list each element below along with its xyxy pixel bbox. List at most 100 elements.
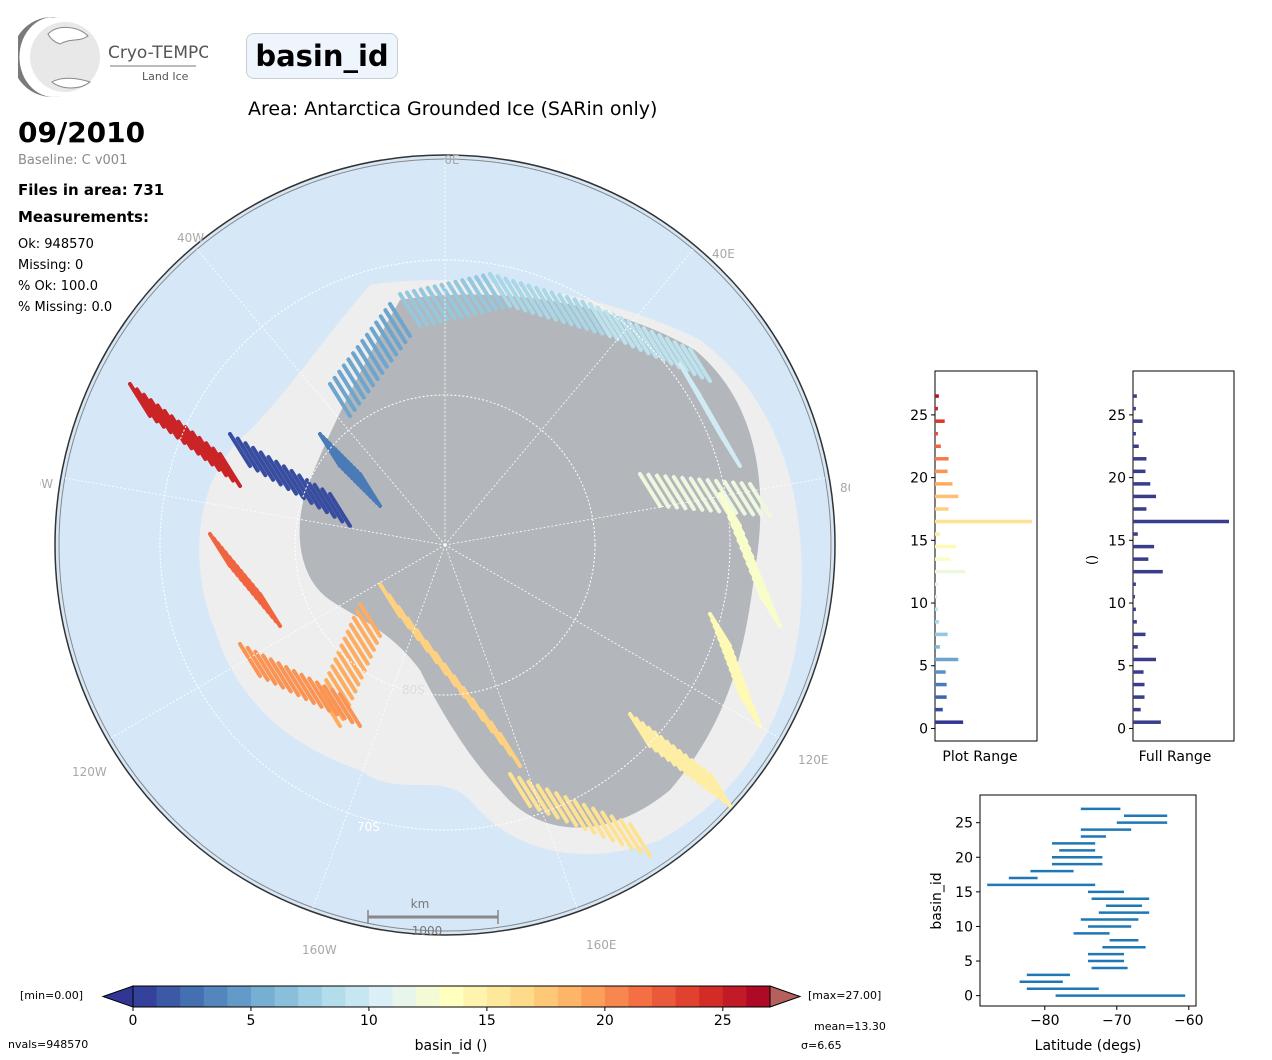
histogram-bar xyxy=(935,406,938,411)
polar-map: 0E 40E 80E 120E 160E 160W 120W 80W 40W 8… xyxy=(40,153,850,957)
scatter-points xyxy=(987,807,1186,997)
histogram-bar xyxy=(935,569,966,574)
track-segment xyxy=(197,435,222,472)
y-ticks: 0 5 10 15 20 25 xyxy=(1108,408,1133,737)
lon-label: 160W xyxy=(302,943,337,957)
track-segment xyxy=(297,473,322,510)
colorbar-level xyxy=(722,986,747,1007)
colorbar-level xyxy=(463,986,488,1007)
track-segment xyxy=(276,661,301,698)
colorbar-xlabel: basin_id () xyxy=(415,1038,488,1054)
track-segment xyxy=(235,436,260,473)
track-segment xyxy=(474,275,499,312)
track-segment xyxy=(291,668,316,705)
histogram-bar xyxy=(1133,595,1135,599)
track-segment xyxy=(342,636,367,673)
logo-name: Cryo-TEMPO xyxy=(108,43,208,63)
track-segment xyxy=(688,347,712,383)
scale-unit: km xyxy=(411,897,430,911)
track-segment xyxy=(418,287,443,324)
histogram-bar xyxy=(935,645,940,649)
y-tick-label: 5 xyxy=(919,659,928,675)
latitude-circle xyxy=(159,259,731,831)
track-segment xyxy=(388,302,412,338)
histogram-bar xyxy=(935,670,946,674)
track-segment xyxy=(738,692,762,728)
lat-label: 80S xyxy=(402,683,425,697)
track-segment xyxy=(739,481,764,518)
track-segment xyxy=(572,297,597,334)
histogram-bar xyxy=(1133,507,1147,511)
y-ticks: 0 5 10 15 20 25 xyxy=(910,408,935,737)
track-segment xyxy=(320,487,345,524)
track-segment xyxy=(646,472,671,509)
track-segment xyxy=(251,445,276,482)
track-segment xyxy=(654,473,679,510)
track-segment xyxy=(554,791,579,828)
track-segment xyxy=(544,787,569,824)
track-segment xyxy=(697,477,722,514)
track-segment xyxy=(467,276,492,313)
colorbar-level xyxy=(510,986,535,1007)
track-segment xyxy=(541,288,566,325)
x-tick-label: −70 xyxy=(1102,1013,1132,1029)
track-segment xyxy=(355,345,380,382)
histogram-bar xyxy=(935,682,947,687)
track-segment xyxy=(549,290,574,327)
parameter-name: basin_id xyxy=(255,39,389,73)
colorbar-level xyxy=(581,986,606,1007)
track-segment xyxy=(609,814,634,851)
colorbar-level xyxy=(675,986,700,1007)
track-segment xyxy=(460,278,485,315)
y-tick-label: 25 xyxy=(910,408,928,424)
track-segment xyxy=(671,744,696,781)
parameter-title: basin_id xyxy=(246,33,398,79)
lon-label: 160E xyxy=(586,938,617,952)
y-tick-label: 0 xyxy=(1117,721,1126,737)
meridian-line xyxy=(196,249,446,546)
track-segment xyxy=(672,340,697,377)
histogram-bar xyxy=(935,607,938,612)
colorbar-tick-label: 10 xyxy=(360,1013,378,1029)
track-segment xyxy=(284,665,309,702)
colorbar-min-label: [min=0.00] xyxy=(20,989,83,1002)
track-segment xyxy=(268,657,293,694)
histogram-bar xyxy=(1133,532,1138,536)
colorbar-level xyxy=(250,986,276,1007)
colorbar-level xyxy=(439,986,464,1007)
colorbar-ticks: 0 5 10 15 20 25 xyxy=(129,1007,732,1029)
histogram-bar xyxy=(935,394,939,398)
track-segment xyxy=(258,592,282,628)
track-segment xyxy=(339,643,364,680)
lon-label: 80E xyxy=(840,481,850,495)
track-segment xyxy=(169,414,194,451)
track-segment xyxy=(657,333,682,370)
histogram-bar xyxy=(935,507,949,511)
track-segment xyxy=(535,783,560,820)
histogram-bar xyxy=(1133,607,1136,612)
track-segment xyxy=(503,276,528,313)
track-segment xyxy=(722,479,747,516)
colorbar-level xyxy=(227,986,252,1007)
meridian-line xyxy=(64,477,446,546)
track-segment xyxy=(688,476,713,513)
track-segment xyxy=(211,446,236,483)
stat-pct-ok: % Ok: 100.0 xyxy=(18,279,98,294)
scatter-xlabel: Latitude (degs) xyxy=(1035,1038,1142,1054)
logo-subtitle: Land Ice xyxy=(142,70,189,83)
track-segment xyxy=(148,398,173,435)
y-tick-label: 20 xyxy=(955,850,973,866)
track-segment xyxy=(304,478,329,515)
histogram-bar xyxy=(1133,707,1141,712)
axes-frame xyxy=(979,794,1197,1007)
y-tick-label: 5 xyxy=(1117,659,1126,675)
histogram-full-range: 0 5 10 15 20 25 Full Range () xyxy=(1085,370,1235,765)
track-segment xyxy=(680,343,705,380)
meridian-line xyxy=(110,544,446,739)
colorbar-level xyxy=(628,986,653,1007)
track-segment xyxy=(534,285,559,322)
track-segment xyxy=(333,657,358,694)
colorbar-level xyxy=(557,986,582,1007)
histogram-bar xyxy=(935,620,939,624)
graticule xyxy=(64,159,826,908)
